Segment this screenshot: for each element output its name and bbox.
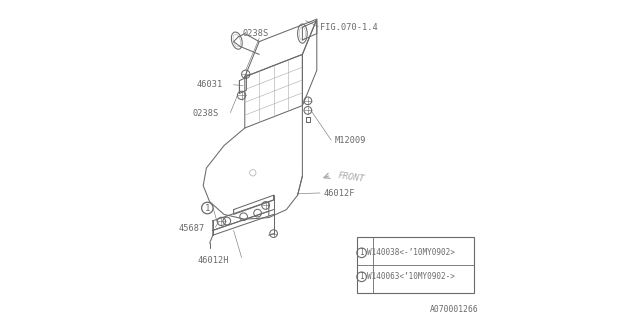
Bar	[357, 237, 474, 293]
Text: 0238S: 0238S	[243, 29, 269, 38]
Text: 1: 1	[359, 248, 364, 257]
Text: 45687: 45687	[179, 224, 205, 233]
Text: A070001266: A070001266	[429, 305, 479, 314]
Text: 46012H: 46012H	[197, 256, 229, 265]
Text: FRONT: FRONT	[338, 171, 365, 184]
Text: 46012F: 46012F	[323, 189, 355, 198]
Text: 0238S: 0238S	[193, 109, 219, 118]
Text: W140038<-’10MY0902>: W140038<-’10MY0902>	[367, 248, 455, 257]
Text: M12009: M12009	[334, 136, 366, 145]
Text: 46031: 46031	[196, 80, 223, 89]
Text: 1: 1	[359, 272, 364, 281]
Text: 1: 1	[205, 204, 210, 212]
Text: W140063<’10MY0902->: W140063<’10MY0902->	[367, 272, 455, 281]
Text: FIG.070-1.4: FIG.070-1.4	[320, 23, 378, 32]
